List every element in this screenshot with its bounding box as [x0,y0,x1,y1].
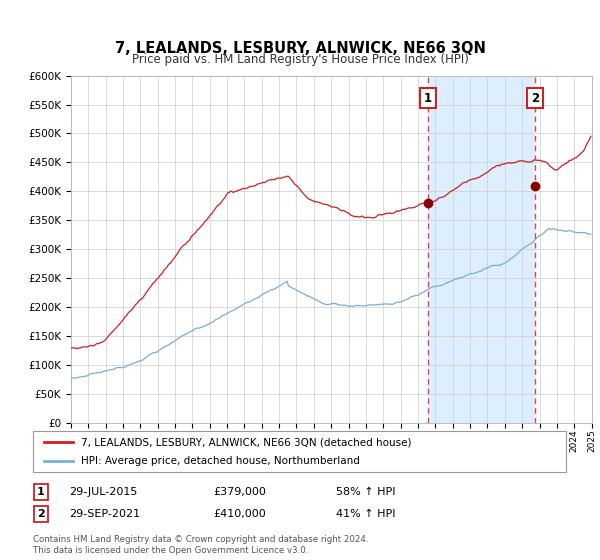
Text: 1: 1 [37,487,44,497]
Text: 7, LEALANDS, LESBURY, ALNWICK, NE66 3QN: 7, LEALANDS, LESBURY, ALNWICK, NE66 3QN [115,41,485,56]
Text: £410,000: £410,000 [213,509,266,519]
Text: 7, LEALANDS, LESBURY, ALNWICK, NE66 3QN (detached house): 7, LEALANDS, LESBURY, ALNWICK, NE66 3QN … [81,437,412,447]
Text: Price paid vs. HM Land Registry's House Price Index (HPI): Price paid vs. HM Land Registry's House … [131,53,469,66]
Text: £379,000: £379,000 [213,487,266,497]
Text: 29-SEP-2021: 29-SEP-2021 [69,509,140,519]
Text: 58% ↑ HPI: 58% ↑ HPI [336,487,395,497]
Text: 2: 2 [531,92,539,105]
Text: HPI: Average price, detached house, Northumberland: HPI: Average price, detached house, Nort… [81,456,360,466]
Text: 41% ↑ HPI: 41% ↑ HPI [336,509,395,519]
Text: 2: 2 [37,509,44,519]
Bar [428,76,535,423]
Text: Contains HM Land Registry data © Crown copyright and database right 2024.
This d: Contains HM Land Registry data © Crown c… [33,535,368,555]
Text: 29-JUL-2015: 29-JUL-2015 [69,487,137,497]
Text: 1: 1 [424,92,432,105]
